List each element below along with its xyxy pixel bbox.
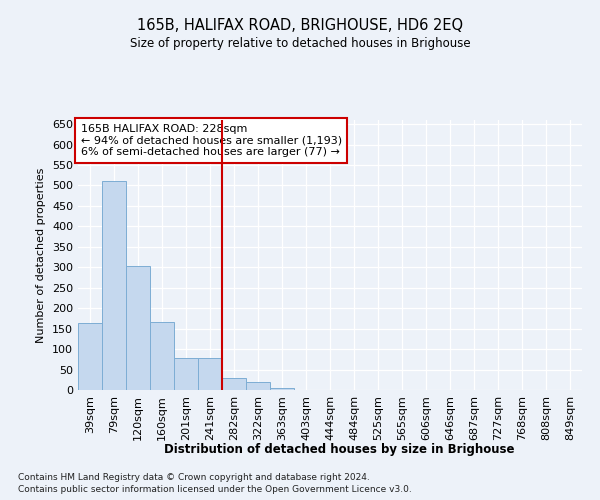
Bar [150, 322, 174, 390]
Bar [198, 358, 222, 390]
Text: 165B, HALIFAX ROAD, BRIGHOUSE, HD6 2EQ: 165B, HALIFAX ROAD, BRIGHOUSE, HD6 2EQ [137, 18, 463, 32]
Bar [246, 382, 270, 390]
Y-axis label: Number of detached properties: Number of detached properties [37, 168, 46, 342]
Text: Size of property relative to detached houses in Brighouse: Size of property relative to detached ho… [130, 38, 470, 51]
Bar [270, 388, 294, 390]
Bar [174, 358, 198, 390]
Bar [78, 322, 102, 390]
Text: Contains HM Land Registry data © Crown copyright and database right 2024.: Contains HM Land Registry data © Crown c… [18, 472, 370, 482]
Bar [222, 378, 246, 390]
Bar [102, 182, 126, 390]
Text: Distribution of detached houses by size in Brighouse: Distribution of detached houses by size … [164, 442, 514, 456]
Bar [126, 266, 150, 390]
Text: Contains public sector information licensed under the Open Government Licence v3: Contains public sector information licen… [18, 485, 412, 494]
Text: 165B HALIFAX ROAD: 228sqm
← 94% of detached houses are smaller (1,193)
6% of sem: 165B HALIFAX ROAD: 228sqm ← 94% of detac… [80, 124, 341, 157]
